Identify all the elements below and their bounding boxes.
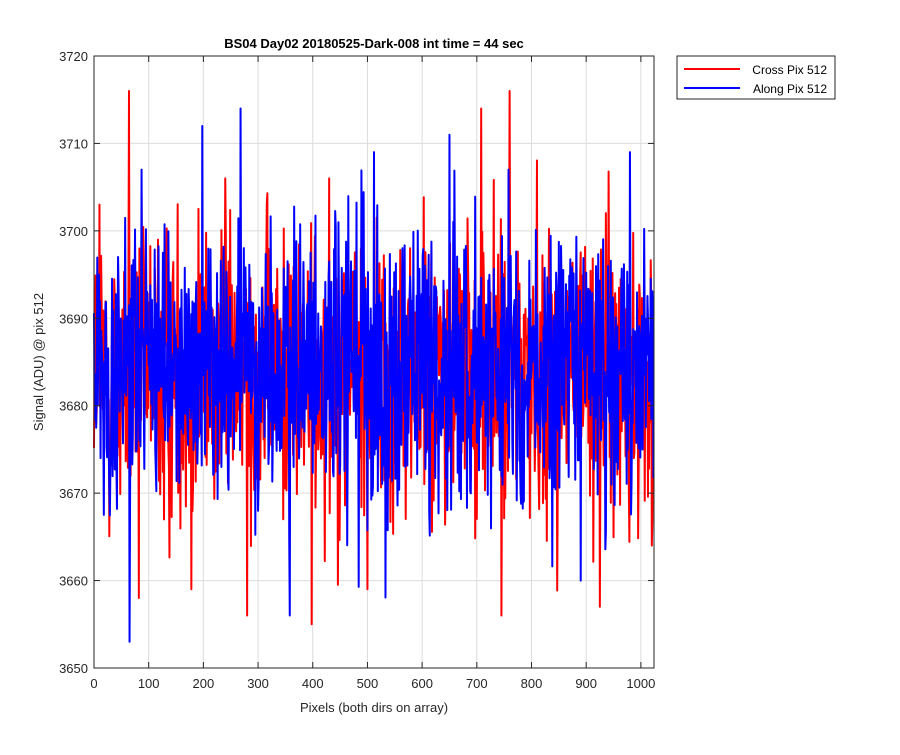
x-axis-label: Pixels (both dirs on array)	[300, 700, 448, 715]
x-tick-label: 200	[193, 676, 215, 691]
y-tick-label: 3670	[59, 486, 88, 501]
legend-label-along: Along Pix 512	[753, 82, 827, 96]
x-tick-label: 600	[411, 676, 433, 691]
chart-title: BS04 Day02 20180525-Dark-008 int time = …	[224, 36, 524, 51]
x-tick-label: 1000	[626, 676, 655, 691]
axis-ticks: 0 100 200 300 400 500 600 700 800 900 1000 3650 3660…	[59, 49, 655, 691]
y-tick-label: 3680	[59, 399, 88, 414]
series-line-along	[93, 107, 655, 643]
x-tick-label: 500	[357, 676, 379, 691]
legend-box	[676, 55, 836, 100]
x-tick-label: 300	[247, 676, 269, 691]
x-tick-label: 700	[466, 676, 488, 691]
y-axis-label: Signal (ADU) @ pix 512	[31, 293, 46, 431]
x-tick-label: 900	[575, 676, 597, 691]
y-tick-label: 3720	[59, 49, 88, 64]
y-tick-label: 3700	[59, 224, 88, 239]
x-tick-label: 800	[521, 676, 543, 691]
y-tick-label: 3710	[59, 136, 88, 151]
legend-label-cross: Cross Pix 512	[752, 63, 827, 77]
x-tick-label: 400	[302, 676, 324, 691]
y-tick-label: 3650	[59, 661, 88, 676]
legend: Cross Pix 512 Along Pix 512	[676, 55, 836, 100]
series-layer	[93, 89, 655, 643]
y-tick-label: 3690	[59, 311, 88, 326]
y-tick-label: 3660	[59, 574, 88, 589]
axes-box	[93, 55, 655, 669]
x-tick-label: 0	[90, 676, 97, 691]
x-tick-label: 100	[138, 676, 160, 691]
